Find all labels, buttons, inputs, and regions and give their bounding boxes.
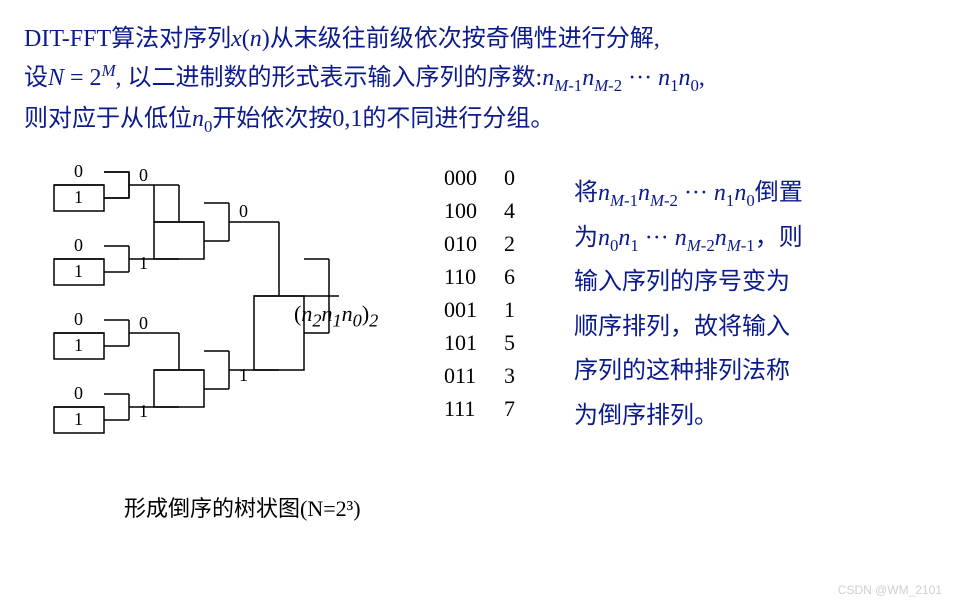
r2a: 为 xyxy=(574,225,598,251)
bin: 011 xyxy=(444,359,504,392)
root-0: 0 xyxy=(239,201,248,221)
bit-reversal-table: 0000 1004 0102 1106 0011 1015 0113 1117 xyxy=(444,161,534,425)
hdr-2b: , 以二进制数的形式表示输入序列的序数: xyxy=(116,65,543,91)
tree-annotation: (n2n1n0)2 xyxy=(294,301,378,331)
bin: 001 xyxy=(444,293,504,326)
dec: 0 xyxy=(504,161,534,194)
mid-2: 0 xyxy=(139,313,148,333)
mid-0: 0 xyxy=(139,165,148,185)
dec: 6 xyxy=(504,260,534,293)
mid-1: 1 xyxy=(139,253,148,273)
table-row: 1015 xyxy=(444,326,534,359)
table-row: 0113 xyxy=(444,359,534,392)
dec: 4 xyxy=(504,194,534,227)
bin: 111 xyxy=(444,392,504,425)
dec: 1 xyxy=(504,293,534,326)
table-row: 0011 xyxy=(444,293,534,326)
mid-3: 1 xyxy=(139,401,148,421)
leaf-5: 1 xyxy=(74,335,83,355)
dec: 7 xyxy=(504,392,534,425)
r2b: ，则 xyxy=(755,225,803,251)
bin: 000 xyxy=(444,161,504,194)
leaf-6: 0 xyxy=(74,383,83,403)
bin: 010 xyxy=(444,227,504,260)
leaf-0: 0 xyxy=(74,161,83,181)
r3: 输入序列的序号变为 xyxy=(574,269,790,295)
table-row: 1106 xyxy=(444,260,534,293)
hdr-3b: 开始依次按0,1的不同进行分组。 xyxy=(212,106,554,132)
hdr-3a: 则对应于从低位 xyxy=(24,106,192,132)
leaf-3: 1 xyxy=(74,261,83,281)
r1b: 倒置 xyxy=(755,180,803,206)
bin: 110 xyxy=(444,260,504,293)
leaf-4: 0 xyxy=(74,309,83,329)
explanation-text: 将nM-1nM-2 ··· n1n0倒置 为n0n1 ··· nM-2nM-1，… xyxy=(574,171,934,438)
content-area: 0 1 0 1 0 1 0 1 0 1 0 1 0 1 (n2n1n0)2 形成… xyxy=(24,151,936,531)
dec: 3 xyxy=(504,359,534,392)
r5: 序列的这种排列法称 xyxy=(574,358,790,384)
watermark: CSDN @WM_2101 xyxy=(838,583,942,597)
table-row: 0102 xyxy=(444,227,534,260)
hdr-1b: 从末级往前级依次按奇偶性进行分解, xyxy=(270,26,660,52)
dec: 2 xyxy=(504,227,534,260)
leaf-2: 0 xyxy=(74,235,83,255)
bin: 100 xyxy=(444,194,504,227)
hdr-2a: 设 xyxy=(24,65,48,91)
header-text: DIT-FFT算法对序列x(n)从末级往前级依次按奇偶性进行分解, 设N = 2… xyxy=(24,20,936,141)
dec: 5 xyxy=(504,326,534,359)
leaf-7: 1 xyxy=(74,409,83,429)
r1a: 将 xyxy=(574,180,598,206)
r4: 顺序排列，故将输入 xyxy=(574,314,790,340)
leaf-1: 1 xyxy=(74,187,83,207)
bin: 101 xyxy=(444,326,504,359)
table-row: 1117 xyxy=(444,392,534,425)
r6: 为倒序排列。 xyxy=(574,403,718,429)
tree-caption: 形成倒序的树状图(N=2³) xyxy=(124,491,361,523)
table-row: 1004 xyxy=(444,194,534,227)
hdr-2c: , xyxy=(699,65,705,91)
root-1: 1 xyxy=(239,365,248,385)
table-row: 0000 xyxy=(444,161,534,194)
hdr-1a: DIT-FFT算法对序列 xyxy=(24,26,231,52)
